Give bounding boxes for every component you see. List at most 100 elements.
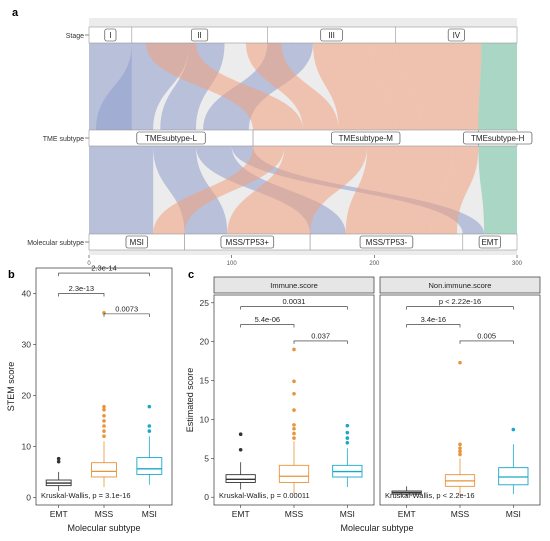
box-body xyxy=(91,462,117,478)
box-outlier xyxy=(292,379,296,384)
box-outlier xyxy=(292,391,296,396)
box-body xyxy=(278,464,310,483)
sankey-node-label-box xyxy=(104,28,117,42)
sankey-node-label: III xyxy=(328,31,335,40)
box-outlier xyxy=(147,424,152,428)
facet-strip xyxy=(379,276,541,294)
box-outlier xyxy=(147,404,152,409)
y-tick-label: 10 xyxy=(200,414,210,424)
sankey-node-label: TMEsubtype-M xyxy=(339,134,394,143)
x-tick-label: EMT xyxy=(50,509,68,519)
x-tick-label: MSI xyxy=(506,509,521,519)
sankey-flow xyxy=(227,146,368,234)
y-tick-label: 25 xyxy=(200,298,210,308)
box-body xyxy=(136,457,163,475)
comparison-label: 0.0073 xyxy=(115,304,138,313)
x-tick-label: MSS xyxy=(451,509,470,519)
x-tick-label: EMT xyxy=(232,509,250,519)
x-tick-label: MSI xyxy=(142,509,157,519)
box-outlier xyxy=(102,424,106,428)
kruskal-wallis-annotation: Kruskal-Wallis, p = 0.00011 xyxy=(219,491,310,500)
box-outlier xyxy=(292,426,296,431)
box-outlier xyxy=(345,430,350,435)
y-tick-label: 40 xyxy=(22,288,32,298)
comparison-bracket xyxy=(240,306,348,310)
comparison-label: 0.005 xyxy=(477,331,496,340)
box-outlier xyxy=(238,432,243,437)
sankey-node-label-box xyxy=(125,235,148,249)
x-tick-label: EMT xyxy=(398,509,416,519)
x-tick-label: 200 xyxy=(369,261,380,267)
box-outlier xyxy=(345,440,350,445)
sankey-flow xyxy=(478,43,517,130)
y-tick-label: 10 xyxy=(22,441,32,451)
comparison-bracket xyxy=(103,313,150,317)
sankey-node-label: MSS/TP53+ xyxy=(226,238,270,247)
sankey-node-label-box xyxy=(359,235,414,249)
comparison-bracket xyxy=(406,324,461,328)
box-body xyxy=(498,467,529,486)
kruskal-wallis-annotation: Kruskal-Wallis, p = 3.1e-16 xyxy=(41,491,131,500)
sankey-flow xyxy=(478,146,517,234)
sankey-flow xyxy=(395,43,482,130)
sankey-flow xyxy=(345,146,453,234)
box-outlier xyxy=(458,360,462,365)
sankey-node-label: TMEsubtype-H xyxy=(471,134,525,143)
sankey-node-label: MSI xyxy=(130,238,144,247)
box-outlier xyxy=(102,429,106,433)
sankey-node-label-box xyxy=(463,131,533,145)
box-outlier xyxy=(292,408,296,412)
box-outlier xyxy=(56,456,61,461)
y-axis-title: STEM score xyxy=(6,362,16,412)
box-body xyxy=(225,474,256,483)
comparison-label: p < 2.22e-16 xyxy=(439,297,481,306)
x-tick-label: 300 xyxy=(512,261,523,267)
box-outlier xyxy=(56,459,61,464)
y-tick-label: 20 xyxy=(200,337,210,347)
box-outlier xyxy=(147,429,152,433)
sankey-flow xyxy=(89,146,154,234)
sankey-node-label: EMT xyxy=(481,238,498,247)
panel-label-b: b xyxy=(8,269,15,281)
x-tick-label: MSS xyxy=(285,509,304,519)
box-outlier xyxy=(102,419,106,423)
sankey-flow xyxy=(312,43,396,130)
sankey-flow xyxy=(370,43,422,130)
comparison-label: 5.4e-06 xyxy=(255,315,280,324)
sankey-node-label-box xyxy=(320,28,343,42)
sankey-flow xyxy=(146,43,303,130)
box-outlier xyxy=(458,446,462,451)
box-outlier xyxy=(345,423,350,428)
sankey-flow xyxy=(153,146,285,234)
sankey-node-label: IV xyxy=(453,31,461,40)
box-outlier xyxy=(238,447,243,452)
y-tick-label: 0 xyxy=(26,492,31,502)
comparison-bracket xyxy=(240,324,295,328)
box-outlier xyxy=(102,414,106,418)
y-tick-label: 0 xyxy=(204,492,209,502)
comparison-bracket xyxy=(459,340,514,344)
x-axis-title: Molecular subtype xyxy=(67,523,140,533)
sankey-axis-label: Molecular subtype xyxy=(27,240,84,247)
box-outlier xyxy=(458,442,462,447)
box-outlier xyxy=(458,452,462,457)
box-outlier xyxy=(102,434,106,438)
sankey-node-label: II xyxy=(197,31,201,40)
facet-title: Non.immune.score xyxy=(429,281,492,290)
panel-label-c: c xyxy=(188,269,194,281)
box-outlier xyxy=(292,431,296,436)
comparison-label: 0.0031 xyxy=(283,297,306,306)
x-tick-label: 100 xyxy=(227,261,238,267)
box-outlier xyxy=(345,436,350,440)
box-outlier xyxy=(102,407,106,412)
y-tick-label: 30 xyxy=(22,339,32,349)
sankey-node-label-box xyxy=(331,131,401,145)
kruskal-wallis-annotation: Kruskal-Wallis, p < 2.2e-16 xyxy=(385,491,475,500)
y-tick-label: 20 xyxy=(22,390,32,400)
comparison-label: 2.3e-13 xyxy=(69,284,94,293)
box-outlier xyxy=(102,404,106,409)
box-outlier xyxy=(458,449,462,454)
